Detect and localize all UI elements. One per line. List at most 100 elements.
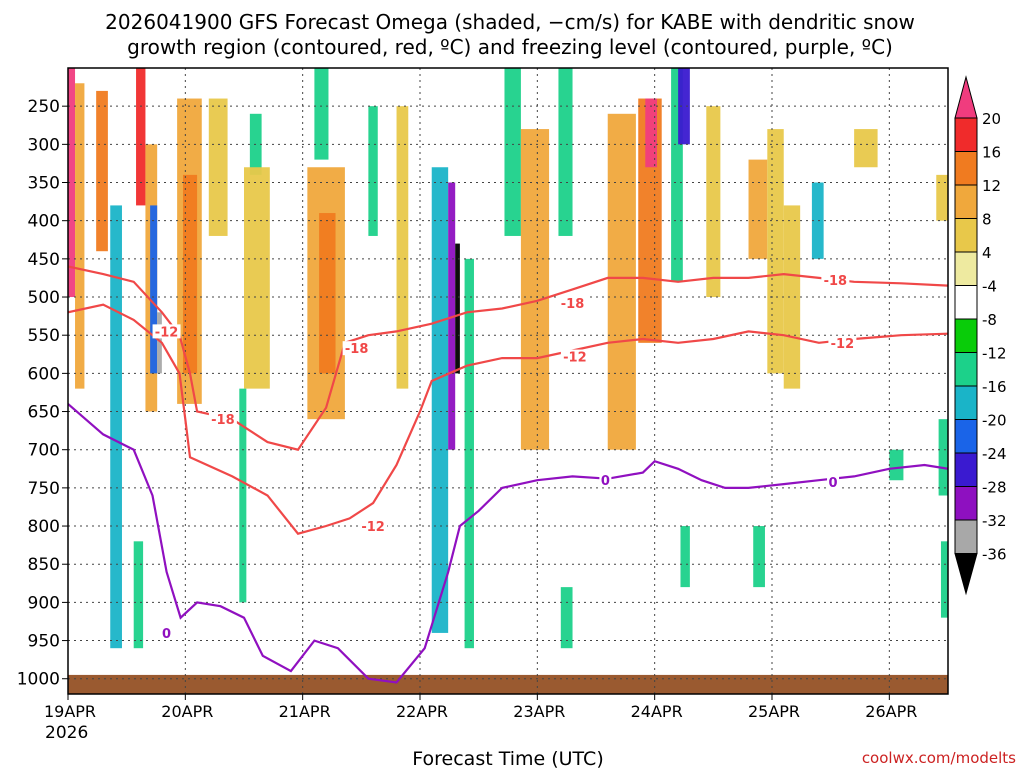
- y-tick-label-950: 950: [28, 632, 60, 652]
- omega-cell-44: [889, 449, 904, 481]
- x-tick-label-21APR: 21APR: [279, 702, 331, 721]
- colorbar-label-0: 20: [982, 110, 1001, 128]
- omega-cell-42: [938, 419, 948, 496]
- colorbar-label-11: -28: [982, 479, 1007, 497]
- contour-label--12-1: -12: [563, 351, 587, 366]
- contour-label-bg-0-2: [160, 625, 173, 640]
- omega-cell-30: [706, 106, 721, 298]
- contour--12: [68, 303, 948, 535]
- y-tick-label-550: 550: [28, 326, 60, 346]
- contour-label--18-0: -18: [345, 342, 369, 357]
- y-tick-label-400: 400: [28, 212, 60, 232]
- contour-label-bg--18-0: [342, 341, 371, 356]
- x-axis: 19APR 20APR 21APR 22APR 23APR 24APR 25APR 26APR: [44, 694, 917, 721]
- y-tick-label-650: 650: [28, 403, 60, 423]
- colorbar-label-5: -4: [982, 278, 997, 296]
- colorbar-segment-10: [954, 419, 978, 454]
- colorbar-label-7: -12: [982, 345, 1007, 363]
- year-label: 2026: [45, 723, 88, 743]
- omega-cell-27: [645, 98, 658, 168]
- omega-cell-25: [607, 113, 636, 450]
- contour--18: [68, 265, 948, 451]
- credit-link[interactable]: coolwx.com/modelts: [862, 749, 1016, 767]
- colorbar-segment-12: [954, 486, 978, 521]
- contour-label--18-2: -18: [561, 297, 585, 312]
- omega-cell-7: [157, 312, 162, 374]
- omega-cell-10: [208, 98, 228, 236]
- colorbar-segment-2: [954, 151, 978, 186]
- contour-label-bg-0-1: [827, 474, 840, 489]
- colorbar-segment-11: [954, 452, 978, 487]
- y-axis: 250 300 350 400 450 500 550 600 650 700 750 800 850 9…: [17, 97, 68, 690]
- y-tick-label-250: 250: [28, 97, 60, 117]
- omega-cell-16: [368, 106, 378, 236]
- omega-cell-40: [680, 526, 690, 588]
- colorbar-segment-5: [954, 251, 978, 286]
- omega-cell-31: [748, 159, 768, 259]
- omega-cell-4: [136, 68, 146, 206]
- colorbar-segment-8: [954, 352, 978, 387]
- colorbar-segment-4: [954, 218, 978, 253]
- colorbar-segment-3: [954, 184, 978, 219]
- colorbar-label-1: 16: [982, 144, 1001, 162]
- colorbar-segment-13: [954, 519, 978, 554]
- x-tick-label-24APR: 24APR: [631, 702, 683, 721]
- omega-cell-36: [936, 174, 948, 221]
- y-tick-label-350: 350: [28, 174, 60, 194]
- omega-cell-21: [464, 258, 474, 649]
- contour-label-bg--12-1: [560, 349, 589, 364]
- colorbar-label-3: 8: [982, 211, 992, 229]
- contour-label--18-1: -18: [211, 413, 235, 428]
- omega-cell-29: [678, 68, 690, 145]
- contour-label-bg--12-2: [828, 335, 857, 350]
- omega-cell-6: [150, 205, 158, 374]
- contour-label-0-1: 0: [828, 476, 837, 491]
- contour-label--12-0: -12: [361, 520, 385, 535]
- colorbar-label-6: -8: [982, 311, 997, 329]
- omega-cell-17: [396, 106, 409, 389]
- y-tick-label-750: 750: [28, 479, 60, 499]
- grid-lines: [68, 68, 948, 694]
- x-tick-label-20APR: 20APR: [161, 702, 213, 721]
- contour-label-0-0: 0: [601, 474, 610, 489]
- contour-label-bg-0-0: [599, 473, 612, 488]
- omega-cell-15: [314, 68, 329, 160]
- y-tick-label-900: 900: [28, 593, 60, 613]
- y-tick-label-800: 800: [28, 517, 60, 537]
- colorbar-bottom-triangle: [954, 553, 978, 596]
- colorbar-label-8: -16: [982, 378, 1007, 396]
- contour-lines: -18 -18 -18 -18 -12 -12 -12 -12 0 0 0: [68, 265, 948, 684]
- contour-label-bg--12-0: [359, 519, 388, 534]
- contour-label--12-2: -12: [831, 337, 855, 352]
- omega-cell-14: [319, 213, 336, 374]
- x-axis-label: Forecast Time (UTC): [412, 748, 603, 768]
- x-tick-label-25APR: 25APR: [748, 702, 800, 721]
- x-tick-label-26APR: 26APR: [865, 702, 917, 721]
- colorbar-segment-9: [954, 385, 978, 420]
- omega-cell-33: [783, 205, 801, 389]
- y-tick-label-850: 850: [28, 555, 60, 575]
- x-tick-label-23APR: 23APR: [513, 702, 565, 721]
- chart-title-line1: 2026041900 GFS Forecast Omega (shaded, −…: [105, 10, 915, 34]
- contour-label-0-2: 0: [162, 627, 171, 642]
- omega-cell-43: [940, 541, 948, 618]
- contour-label-bg--18-2: [558, 296, 587, 311]
- omega-cell-9: [182, 174, 198, 374]
- contour-label--18-3: -18: [824, 274, 848, 289]
- omega-cell-3: [110, 205, 122, 649]
- y-tick-label-1000: 1000: [17, 670, 60, 690]
- chart-title-line2: growth region (contoured, red, ºC) and f…: [127, 35, 893, 59]
- omega-cell-34: [811, 182, 824, 259]
- contour-label-bg--18-3: [821, 273, 850, 288]
- y-tick-label-600: 600: [28, 364, 60, 384]
- contour-label-bg--18-1: [208, 412, 237, 427]
- ground-terrain: [68, 674, 948, 694]
- plot-area: [68, 68, 948, 694]
- omega-cell-20: [455, 243, 460, 374]
- y-tick-label-450: 450: [28, 250, 60, 270]
- omega-cell-38: [239, 388, 247, 603]
- omega-cell-28: [671, 68, 683, 282]
- colorbar-label-13: -36: [982, 546, 1007, 564]
- omega-cell-24: [558, 68, 573, 236]
- omega-cell-23: [520, 129, 550, 450]
